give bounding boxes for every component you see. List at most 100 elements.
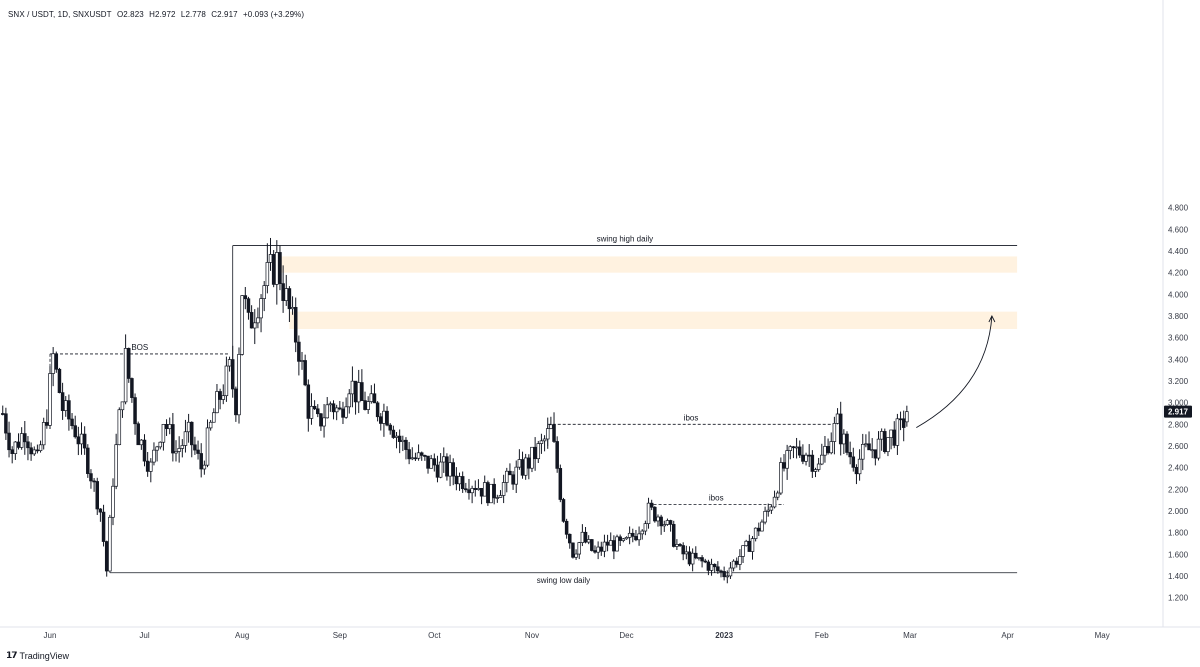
tradingview-brand[interactable]: 𝟭𝟳 TradingView bbox=[6, 650, 69, 661]
candle[interactable] bbox=[215, 384, 219, 414]
candle[interactable] bbox=[545, 417, 550, 449]
candle[interactable] bbox=[13, 441, 18, 460]
candle[interactable] bbox=[429, 454, 433, 469]
candle[interactable] bbox=[375, 401, 380, 422]
candle[interactable] bbox=[353, 380, 358, 415]
candle[interactable] bbox=[32, 446, 36, 456]
candle[interactable] bbox=[130, 377, 134, 403]
candle[interactable] bbox=[67, 394, 71, 431]
candle[interactable] bbox=[382, 403, 386, 437]
candle[interactable] bbox=[530, 446, 534, 473]
candle[interactable] bbox=[552, 412, 556, 443]
candle[interactable] bbox=[0, 405, 5, 416]
candle[interactable] bbox=[665, 518, 670, 526]
candle[interactable] bbox=[527, 454, 531, 480]
candle[interactable] bbox=[451, 458, 455, 486]
candle[interactable] bbox=[161, 423, 166, 451]
candle[interactable] bbox=[246, 296, 251, 320]
candle[interactable] bbox=[454, 467, 459, 491]
candle[interactable] bbox=[117, 407, 122, 446]
candle[interactable] bbox=[202, 460, 207, 475]
candle[interactable] bbox=[813, 467, 818, 478]
candle[interactable] bbox=[886, 437, 890, 457]
candle[interactable] bbox=[728, 562, 733, 579]
candle[interactable] bbox=[583, 526, 588, 544]
candle[interactable] bbox=[794, 437, 799, 459]
candle[interactable] bbox=[388, 423, 392, 435]
candle[interactable] bbox=[111, 478, 115, 526]
candle[interactable] bbox=[104, 540, 109, 577]
candle[interactable] bbox=[303, 354, 307, 387]
candle[interactable] bbox=[763, 506, 767, 525]
candle[interactable] bbox=[671, 520, 676, 548]
candle[interactable] bbox=[895, 413, 900, 455]
candle[interactable] bbox=[76, 426, 81, 456]
candle[interactable] bbox=[744, 539, 748, 547]
candle[interactable] bbox=[149, 458, 153, 483]
candle[interactable] bbox=[133, 393, 137, 435]
candle[interactable] bbox=[561, 497, 566, 523]
candle[interactable] bbox=[290, 296, 295, 315]
candle[interactable] bbox=[391, 425, 396, 439]
candle[interactable] bbox=[4, 407, 8, 440]
candle[interactable] bbox=[757, 522, 761, 536]
candle[interactable] bbox=[489, 483, 493, 504]
candle[interactable] bbox=[407, 441, 411, 465]
candle[interactable] bbox=[249, 305, 254, 329]
candle[interactable] bbox=[879, 428, 884, 451]
candle[interactable] bbox=[256, 307, 260, 329]
candle[interactable] bbox=[602, 534, 607, 558]
candle[interactable] bbox=[379, 413, 383, 431]
candle[interactable] bbox=[139, 439, 144, 450]
candle[interactable] bbox=[445, 453, 449, 481]
candle[interactable] bbox=[363, 391, 367, 411]
candle[interactable] bbox=[775, 490, 780, 501]
candle[interactable] bbox=[29, 442, 33, 461]
candle[interactable] bbox=[98, 508, 103, 522]
candle[interactable] bbox=[253, 309, 257, 345]
candle[interactable] bbox=[741, 545, 745, 563]
candle[interactable] bbox=[300, 351, 304, 370]
candle[interactable] bbox=[826, 438, 830, 455]
candle[interactable] bbox=[45, 409, 49, 429]
candle[interactable] bbox=[410, 447, 415, 461]
candle[interactable] bbox=[631, 528, 635, 543]
candle[interactable] bbox=[675, 539, 679, 551]
candle[interactable] bbox=[136, 421, 140, 446]
candle[interactable] bbox=[316, 404, 320, 418]
candle[interactable] bbox=[511, 471, 515, 490]
candle[interactable] bbox=[171, 412, 175, 462]
candle[interactable] bbox=[183, 419, 188, 453]
candle[interactable] bbox=[360, 369, 364, 401]
candle[interactable] bbox=[533, 437, 537, 471]
candle[interactable] bbox=[797, 440, 802, 458]
candle[interactable] bbox=[505, 467, 509, 493]
candle[interactable] bbox=[180, 439, 185, 458]
candle[interactable] bbox=[287, 286, 292, 323]
candle[interactable] bbox=[164, 419, 169, 436]
candle[interactable] bbox=[898, 411, 903, 431]
candle[interactable] bbox=[608, 532, 613, 546]
candle[interactable] bbox=[712, 563, 717, 573]
candle[interactable] bbox=[624, 536, 629, 540]
candle[interactable] bbox=[785, 444, 789, 480]
candle[interactable] bbox=[438, 453, 443, 479]
candle[interactable] bbox=[309, 393, 314, 425]
candle[interactable] bbox=[95, 477, 100, 515]
candle[interactable] bbox=[319, 413, 323, 431]
candle[interactable] bbox=[243, 286, 248, 310]
candle[interactable] bbox=[218, 388, 222, 410]
candle[interactable] bbox=[19, 427, 24, 450]
candle[interactable] bbox=[426, 455, 430, 474]
candle[interactable] bbox=[268, 237, 273, 271]
candle[interactable] bbox=[706, 559, 711, 576]
candle[interactable] bbox=[656, 514, 660, 527]
candle[interactable] bbox=[7, 421, 11, 458]
candle[interactable] bbox=[716, 561, 720, 574]
candle[interactable] bbox=[467, 478, 471, 500]
candle[interactable] bbox=[57, 367, 62, 394]
candle[interactable] bbox=[873, 449, 878, 466]
candle[interactable] bbox=[237, 347, 241, 424]
candle[interactable] bbox=[901, 410, 906, 442]
candle[interactable] bbox=[662, 520, 667, 532]
